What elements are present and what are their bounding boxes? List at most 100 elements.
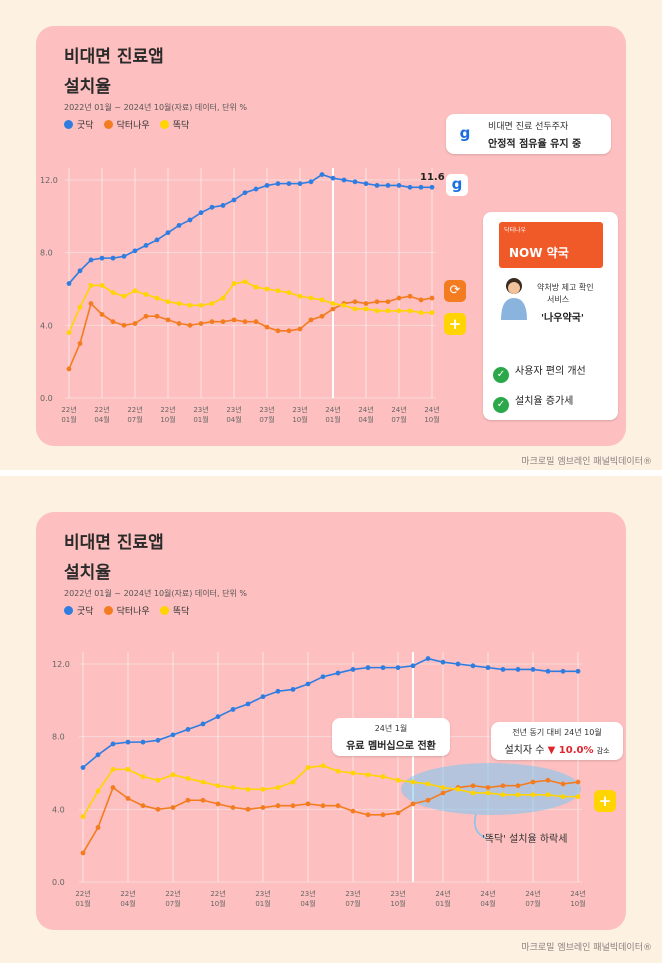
x-tick-label: 10월: [160, 415, 175, 424]
data-point-2: [88, 282, 94, 288]
data-point-0: [352, 179, 358, 185]
data-point-2: [242, 279, 248, 285]
legend-label: 똑닥: [172, 121, 190, 131]
legend-item-ddocdoc: 똑닥: [159, 604, 190, 617]
data-point-0: [320, 674, 326, 680]
decline-callout-line1: 전년 동기 대비 24년 10월: [512, 728, 602, 737]
legend-dot: [159, 120, 169, 129]
data-point-1: [121, 322, 127, 328]
data-point-1: [80, 850, 86, 856]
data-point-1: [407, 293, 413, 299]
line-chart-1: 0.04.08.012.022년01월22년04월22년07월22년10월23년…: [40, 168, 440, 424]
x-tick-label: 22년: [61, 405, 76, 414]
ddocdoc-decline-label: '똑닥' 설치율 하락세: [482, 834, 568, 845]
data-point-0: [485, 665, 491, 671]
x-tick-label: 22년: [165, 889, 180, 898]
data-point-1: [365, 812, 371, 818]
data-point-0: [418, 184, 424, 190]
ddocdoc-app-icon: +: [444, 313, 466, 335]
x-tick-label: 10월: [210, 899, 225, 908]
legend-label: 닥터나우: [116, 607, 150, 617]
data-point-1: [418, 297, 424, 303]
data-point-1: [335, 803, 341, 809]
data-point-1: [88, 301, 94, 306]
data-point-0: [140, 739, 146, 745]
x-tick-label: 01월: [435, 899, 450, 908]
decline-value: ▼ 10.0%: [547, 745, 594, 756]
check-icon: ✓: [493, 397, 509, 413]
data-point-0: [308, 179, 314, 185]
data-point-2: [209, 301, 215, 306]
chart-subtitle: 2022년 01월 ~ 2024년 10월(자료) 데이터, 단위 %: [64, 103, 247, 112]
decline-callout-line2: 설치자 수 ▼ 10.0% 감소: [504, 745, 610, 756]
data-point-1: [140, 803, 146, 809]
goodoc-callout-line2: 안정적 점유율 유지 중: [488, 139, 582, 150]
series-line-1: [82, 779, 579, 854]
data-point-2: [286, 290, 292, 296]
x-tick-label: 22년: [127, 405, 142, 414]
data-point-2: [231, 281, 237, 286]
data-point-0: [198, 210, 204, 216]
data-point-2: [308, 295, 314, 301]
data-point-2: [320, 763, 326, 769]
drnow-service-name: '나우약국': [541, 313, 584, 324]
data-point-2: [363, 306, 369, 312]
data-point-1: [99, 312, 105, 317]
data-point-0: [305, 681, 311, 687]
x-tick-label: 01월: [61, 415, 76, 424]
data-point-0: [290, 687, 296, 692]
person-illustration-icon: [499, 276, 529, 320]
data-point-1: [440, 790, 446, 796]
x-tick-label: 24년: [480, 889, 495, 898]
data-point-0: [253, 186, 259, 192]
x-tick-label: 04월: [300, 899, 315, 908]
data-point-1: [165, 317, 171, 323]
legend: 굿닥 닥터나우 똑닥: [64, 118, 189, 131]
data-point-2: [410, 779, 416, 785]
data-point-1: [245, 806, 251, 812]
data-point-1: [305, 801, 311, 807]
data-point-2: [185, 776, 191, 781]
data-point-0: [185, 727, 191, 732]
data-point-2: [253, 284, 259, 290]
x-tick-label: 22년: [120, 889, 135, 898]
x-tick-label: 23년: [300, 889, 315, 898]
data-point-2: [530, 792, 536, 798]
ddocdoc-app-icon: +: [594, 790, 616, 812]
data-point-2: [230, 785, 236, 790]
data-point-2: [380, 774, 386, 780]
data-point-0: [215, 714, 221, 720]
drnow-person-text-1: 약처방 제고 확인: [537, 283, 594, 292]
x-tick-label: 24년: [424, 405, 439, 414]
data-point-0: [245, 701, 251, 707]
x-tick-label: 23년: [226, 405, 241, 414]
goodoc-end-label: 11.6: [420, 172, 445, 183]
y-tick-label: 12.0: [40, 176, 58, 185]
data-point-1: [352, 299, 358, 305]
data-point-1: [260, 805, 266, 810]
data-point-2: [305, 765, 311, 770]
legend-item-drnow: 닥터나우: [103, 118, 150, 131]
paid-membership-callout: 24년 1월 유료 멤버십으로 전환: [332, 718, 450, 756]
x-tick-label: 01월: [255, 899, 270, 908]
line-chart-2: 0.04.08.012.022년01월22년04월22년07월22년10월23년…: [52, 652, 586, 908]
data-point-0: [165, 230, 171, 236]
x-tick-label: 07월: [127, 415, 142, 424]
data-point-2: [575, 794, 581, 800]
data-point-0: [545, 668, 551, 674]
data-point-1: [187, 322, 193, 328]
data-point-1: [470, 783, 476, 789]
data-point-1: [560, 781, 566, 787]
data-point-0: [209, 204, 215, 210]
chart-title-line1: 비대면 진료앱: [64, 533, 164, 553]
data-point-2: [440, 785, 446, 790]
x-tick-label: 22년: [210, 889, 225, 898]
data-point-1: [515, 783, 521, 789]
drnow-banner-brand: 닥터나우: [504, 227, 527, 234]
data-point-1: [95, 825, 101, 830]
data-point-1: [275, 328, 281, 334]
data-point-1: [350, 808, 356, 814]
legend-label: 똑닥: [172, 607, 190, 617]
data-point-1: [125, 796, 131, 801]
data-point-2: [132, 288, 138, 294]
